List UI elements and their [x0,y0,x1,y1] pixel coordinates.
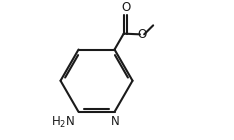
Text: O: O [121,1,130,14]
Text: H$_2$N: H$_2$N [51,115,75,130]
Text: N: N [111,115,120,128]
Text: O: O [138,28,147,41]
